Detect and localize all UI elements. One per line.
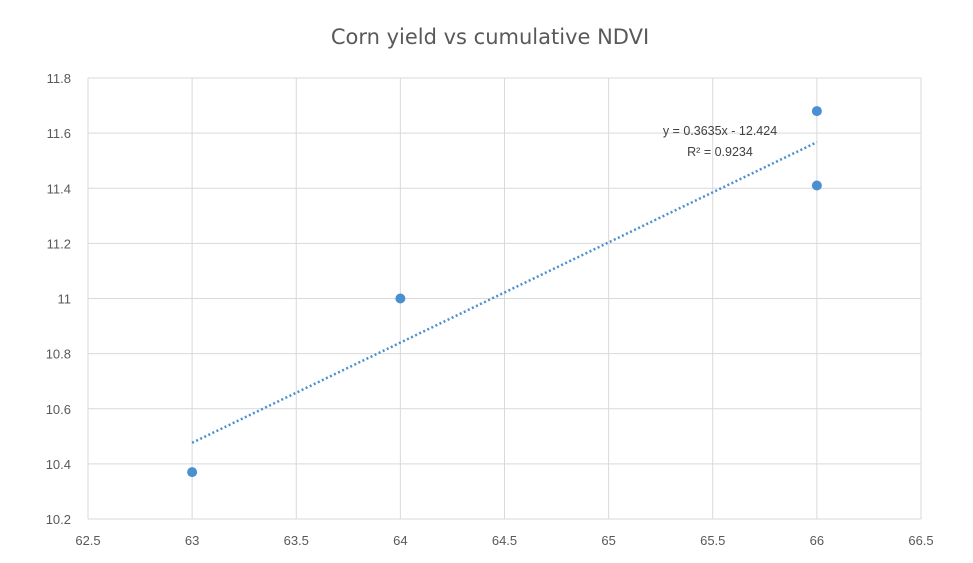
x-tick-label: 65.5 [700, 533, 725, 548]
trendline-r-squared: R² = 0.9234 [687, 145, 753, 159]
grid-lines [87, 77, 922, 520]
x-tick-label: 62.5 [75, 533, 100, 548]
trendline-equation: y = 0.3635x - 12.424 [663, 124, 777, 138]
data-point [395, 293, 406, 304]
data-points [187, 106, 822, 478]
y-tick-label: 11 [58, 292, 72, 307]
x-tick-label: 66 [810, 533, 824, 548]
y-tick-label: 11.8 [47, 71, 71, 86]
y-tick-label: 10.2 [46, 512, 71, 527]
x-tick-label: 65 [601, 533, 615, 548]
y-tick-label: 10.4 [46, 457, 71, 472]
x-tick-label: 63 [185, 533, 199, 548]
y-tick-label: 10.6 [46, 402, 71, 417]
chart-title: Corn yield vs cumulative NDVI [331, 25, 649, 49]
data-point [811, 180, 822, 191]
x-tick-label: 64 [393, 533, 407, 548]
x-tick-label: 64.5 [492, 533, 517, 548]
y-tick-label: 10.8 [46, 347, 71, 362]
data-point [187, 467, 198, 478]
trendline-annotation: y = 0.3635x - 12.424 R² = 0.9234 [663, 124, 777, 159]
data-point [811, 106, 822, 117]
y-tick-label: 11.4 [47, 181, 71, 196]
trendline-layer [191, 141, 818, 444]
trendline [191, 141, 818, 444]
x-tick-label: 66.5 [908, 533, 933, 548]
tick-labels: 62.5 63 63.5 64 64.5 65 65.5 66 66.5 10.2 10.4 10.6… [46, 71, 934, 548]
x-tick-label: 63.5 [284, 533, 309, 548]
y-tick-label: 11.2 [47, 236, 71, 251]
y-tick-label: 11.6 [47, 126, 71, 141]
